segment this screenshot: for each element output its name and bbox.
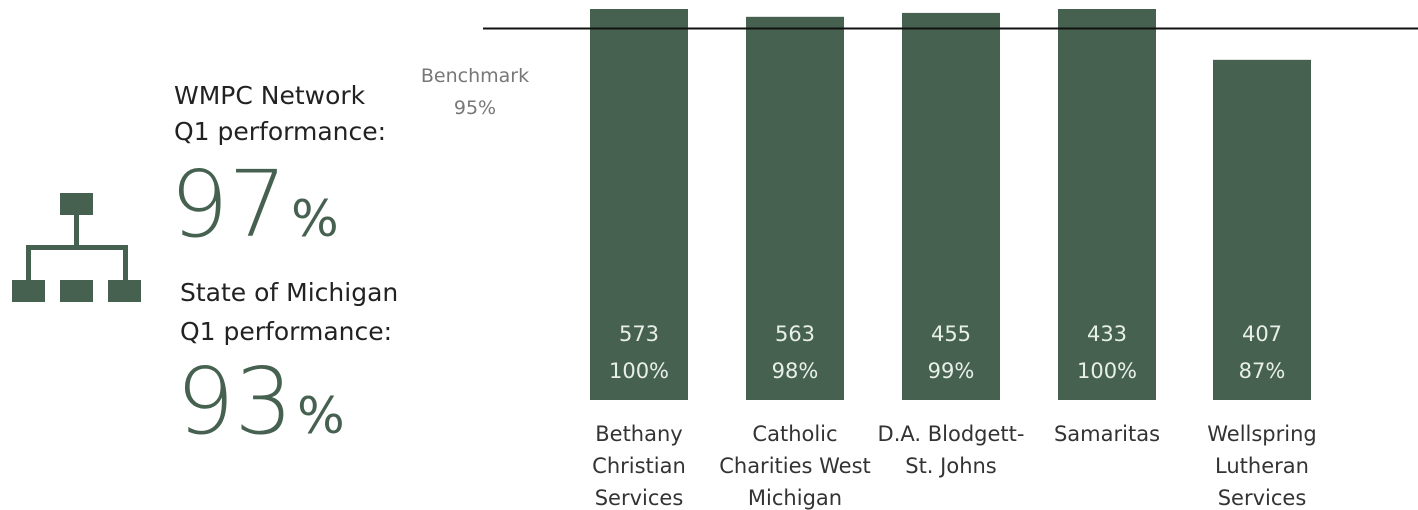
category-label: Services [595, 486, 684, 510]
network-value: 97 [170, 151, 287, 258]
bar [746, 16, 844, 400]
benchmark-value: 95% [454, 97, 496, 119]
network-label: WMPC Network [174, 81, 366, 110]
bar-value-label: 100% [1077, 359, 1137, 383]
category-label: D.A. Blodgett- [878, 422, 1025, 446]
bar-value-label: 100% [609, 359, 669, 383]
category-label: Michigan [748, 486, 842, 510]
category-label: Services [1218, 486, 1307, 510]
category-label: Wellspring [1207, 422, 1317, 446]
bar-count: 573 [619, 322, 659, 346]
bar [902, 12, 1000, 400]
bar-value-label: 87% [1239, 359, 1286, 383]
bar [1213, 59, 1311, 401]
state-value: 93 [176, 348, 293, 455]
category-label: St. Johns [905, 454, 997, 478]
state-label: Q1 performance: [180, 317, 392, 346]
bar [590, 9, 688, 400]
state-unit: % [297, 387, 345, 445]
state-label: State of Michigan [180, 278, 398, 307]
bar-value-label: 98% [772, 359, 819, 383]
network-unit: % [291, 190, 339, 248]
network-label: Q1 performance: [174, 117, 386, 146]
category-label: Bethany [595, 422, 682, 446]
org-icon [12, 193, 141, 302]
bar [1058, 9, 1156, 400]
benchmark-label: Benchmark [421, 65, 529, 87]
category-label: Catholic [752, 422, 837, 446]
bar-count: 433 [1087, 322, 1127, 346]
category-label: Christian [592, 454, 686, 478]
bar-value-label: 99% [928, 359, 975, 383]
bar-count: 407 [1242, 322, 1282, 346]
category-label: Charities West [719, 454, 871, 478]
bar-count: 563 [775, 322, 815, 346]
bar-count: 455 [931, 322, 971, 346]
category-label: Lutheran [1215, 454, 1309, 478]
category-label: Samaritas [1054, 422, 1160, 446]
